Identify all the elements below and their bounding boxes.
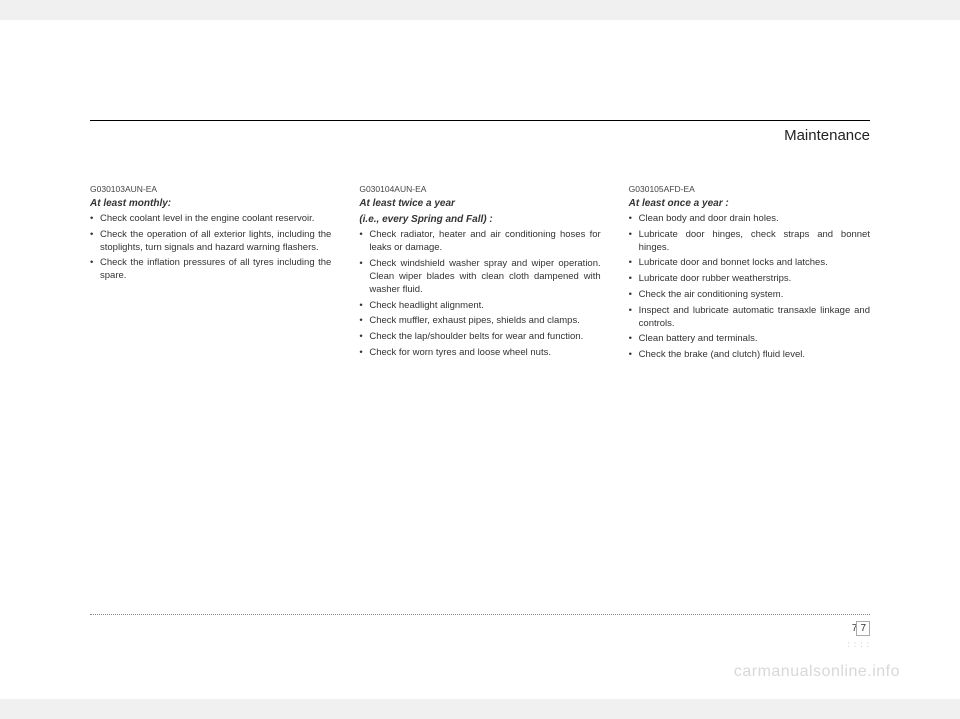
item-list: Check coolant level in the engine coolan… (90, 213, 331, 283)
section-heading: At least monthly: (90, 197, 331, 211)
column-3: G030105AFD-EA At least once a year : Cle… (629, 184, 870, 365)
list-item: Check the lap/shoulder belts for wear an… (359, 331, 600, 344)
column-2: G030104AUN-EA At least twice a year (i.e… (359, 184, 600, 365)
list-item: Check coolant level in the engine coolan… (90, 213, 331, 226)
section-heading: At least twice a year (359, 197, 600, 211)
list-item: Check the operation of all exterior ligh… (90, 229, 331, 255)
list-item: Check radiator, heater and air condition… (359, 229, 600, 255)
section-code: G030104AUN-EA (359, 184, 600, 195)
list-item: Lubricate door rubber weatherstrips. (629, 273, 870, 286)
list-item: Lubricate door hinges, check straps and … (629, 229, 870, 255)
footer-ticks: : : : : (90, 640, 870, 649)
page-number-right: 7 (856, 621, 870, 636)
section-heading: At least once a year : (629, 197, 870, 211)
watermark: carmanualsonline.info (734, 663, 900, 681)
content-columns: G030103AUN-EA At least monthly: Check co… (90, 184, 870, 365)
page-footer: 77 : : : : (90, 614, 870, 649)
list-item: Check muffler, exhaust pipes, shields an… (359, 315, 600, 328)
list-item: Check the brake (and clutch) fluid level… (629, 349, 870, 362)
list-item: Clean body and door drain holes. (629, 213, 870, 226)
list-item: Lubricate door and bonnet locks and latc… (629, 257, 870, 270)
list-item: Check the inflation pressures of all tyr… (90, 257, 331, 283)
page-title: Maintenance (90, 127, 870, 144)
item-list: Clean body and door drain holes. Lubrica… (629, 213, 870, 362)
list-item: Check for worn tyres and loose wheel nut… (359, 347, 600, 360)
list-item: Check windshield washer spray and wiper … (359, 258, 600, 296)
item-list: Check radiator, heater and air condition… (359, 229, 600, 359)
list-item: Inspect and lubricate automatic transaxl… (629, 305, 870, 331)
list-item: Check the air conditioning system. (629, 289, 870, 302)
footer-rule (90, 614, 870, 615)
list-item: Check headlight alignment. (359, 300, 600, 313)
column-1: G030103AUN-EA At least monthly: Check co… (90, 184, 331, 365)
section-subheading: (i.e., every Spring and Fall) : (359, 213, 600, 227)
manual-page: Maintenance G030103AUN-EA At least month… (0, 20, 960, 699)
header-rule (90, 120, 870, 121)
list-item: Clean battery and terminals. (629, 333, 870, 346)
section-code: G030105AFD-EA (629, 184, 870, 195)
page-number: 77 (90, 621, 870, 636)
section-code: G030103AUN-EA (90, 184, 331, 195)
